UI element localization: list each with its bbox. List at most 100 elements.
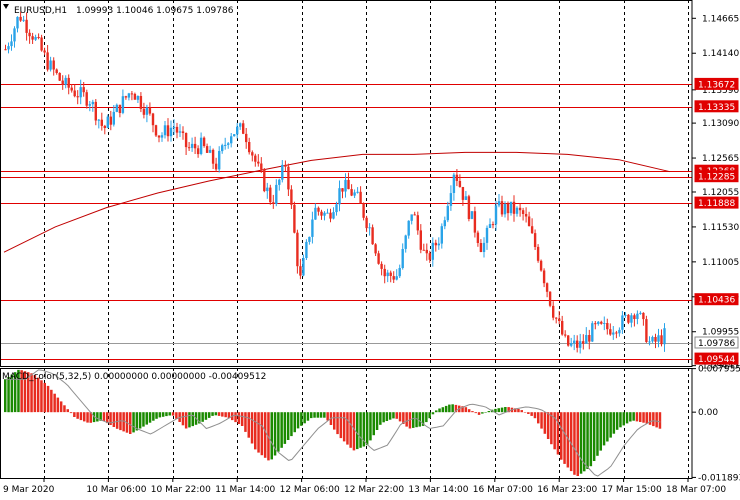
candle-body (263, 169, 266, 192)
macd-bar (431, 412, 435, 415)
candle-body (293, 204, 296, 233)
candle-body (19, 16, 22, 21)
candle-body (281, 164, 284, 180)
macd-bar (494, 408, 497, 413)
macd-bar (530, 412, 533, 416)
macd-bar (520, 410, 523, 413)
candle-body (452, 174, 456, 193)
candle-body (205, 146, 209, 153)
macd-bar (191, 412, 194, 427)
y-tick-label: 1.13590 (702, 86, 739, 96)
candle-body (624, 314, 627, 316)
macd-bar (59, 401, 63, 413)
candle-body (245, 133, 248, 143)
candle-body (515, 207, 519, 214)
candle-body (302, 258, 305, 276)
candle-body (299, 266, 302, 276)
candle-body (4, 49, 7, 51)
candle-body (530, 226, 534, 234)
macd-bar (263, 412, 267, 458)
macd-bar (132, 412, 135, 433)
macd-bar (415, 412, 418, 428)
macd-bar (599, 412, 602, 451)
candles (4, 11, 666, 354)
macd-bar (412, 412, 415, 428)
candle-body (178, 131, 182, 133)
candle-body (341, 188, 344, 192)
candle-body (582, 341, 585, 344)
x-tick-label: 17 Mar 15:00 (602, 485, 662, 495)
macd-bar (208, 412, 211, 418)
candle-body (377, 253, 380, 264)
y-tick-label: 1.11530 (702, 223, 739, 233)
candle-body (154, 125, 158, 136)
candle-body (576, 340, 579, 348)
candle-body (314, 207, 317, 220)
x-tick-label: 12 Mar 06:00 (280, 485, 340, 495)
macd-bar (224, 412, 227, 418)
candle-body (52, 60, 55, 70)
macd-bar (106, 412, 109, 424)
candle-body (467, 196, 471, 219)
candle-body (398, 268, 401, 277)
candle-body (642, 312, 645, 320)
macd-bar (7, 376, 10, 413)
candle-body (187, 147, 191, 149)
macd-bar (648, 412, 652, 425)
candle-body (422, 249, 425, 251)
candle-body (43, 50, 46, 53)
candle-body (374, 244, 377, 254)
macd-bar (652, 412, 655, 427)
x-tick-label: 11 Mar 14:00 (215, 485, 275, 495)
candle-body (202, 137, 206, 146)
candle-body (567, 335, 570, 346)
candle-body (22, 19, 25, 21)
macd-bar (596, 412, 599, 456)
candle-body (395, 276, 398, 280)
candle-body (473, 211, 477, 233)
macd-bar (277, 412, 280, 452)
candle-body (184, 133, 188, 148)
price-tag (694, 196, 739, 209)
macd-bar (428, 412, 431, 419)
macd-bar (250, 412, 254, 444)
candle-body (305, 241, 308, 258)
macd-bar (523, 412, 527, 413)
y-tick-label: 1.11005 (702, 258, 739, 268)
candle-body (458, 181, 462, 187)
macd-bar (497, 408, 500, 413)
candle-body (633, 315, 636, 319)
candle-body (67, 77, 70, 88)
candle-body (97, 119, 100, 121)
y-tick-label: 1.14140 (702, 49, 739, 59)
candle-body (461, 187, 465, 200)
dropdown-icon (3, 4, 9, 9)
macd-bar (448, 404, 451, 413)
macd-bar (504, 407, 507, 413)
macd-bar (165, 412, 168, 417)
candle-body (221, 145, 224, 152)
macd-bar (362, 412, 366, 447)
macd-bar (583, 412, 586, 472)
macd-bar (293, 412, 296, 433)
macd-bar (333, 412, 336, 430)
macd-bar (385, 412, 389, 421)
candle-body (133, 93, 137, 100)
candle-body (112, 111, 115, 125)
candle-body (365, 217, 368, 229)
macd-bar (319, 412, 323, 418)
candle-body (542, 270, 546, 284)
macd-bar (142, 412, 145, 427)
macd-bar (566, 412, 570, 468)
candle-body (558, 318, 561, 321)
candle-body (323, 212, 326, 216)
macd-bar (632, 412, 635, 421)
macd-bar (484, 412, 487, 413)
macd-bar (606, 412, 609, 442)
macd-bar (99, 412, 102, 421)
candle-body (236, 126, 239, 135)
macd-bar (609, 412, 612, 438)
macd-bar (122, 412, 125, 432)
candle-body (552, 305, 555, 318)
